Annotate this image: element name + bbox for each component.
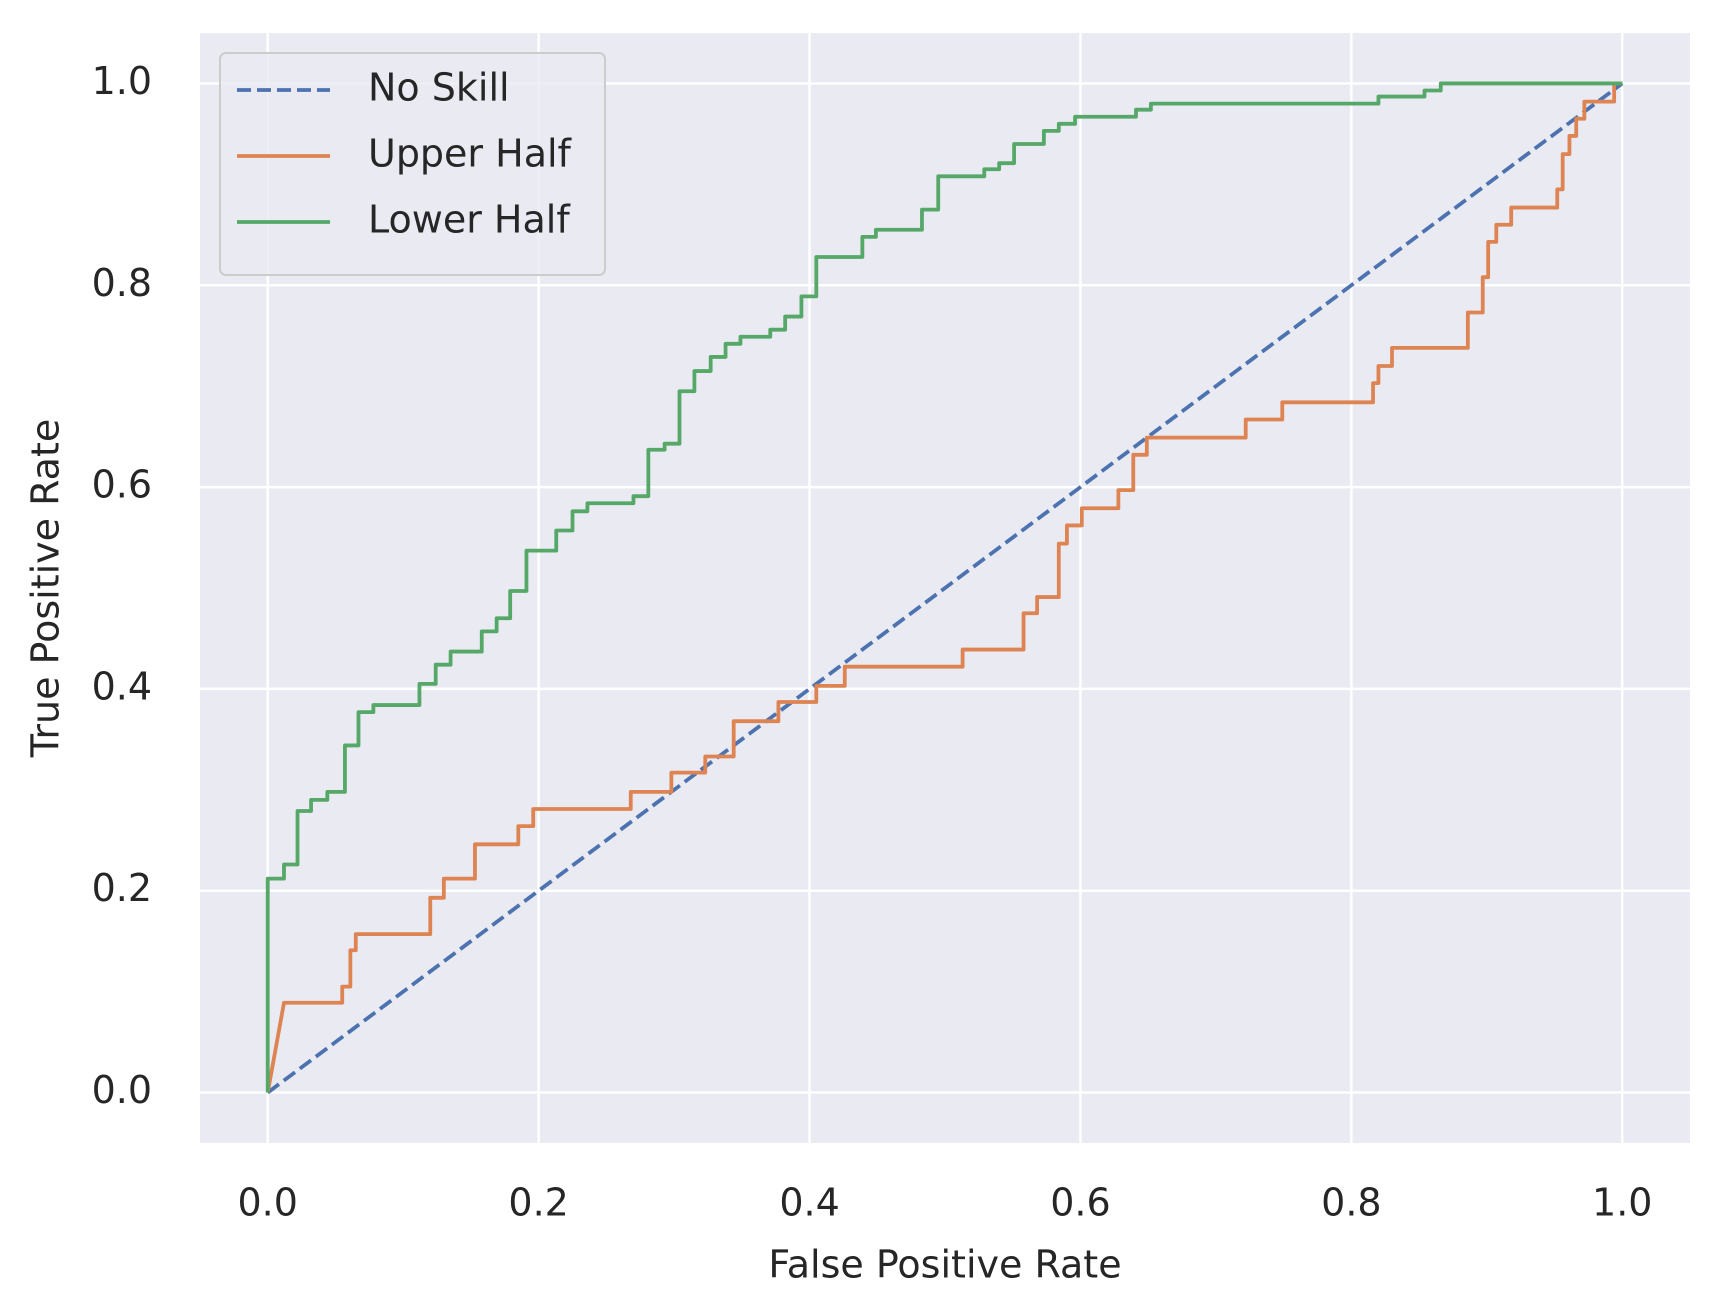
legend-label: No Skill [368,66,510,110]
x-tick-label: 0.0 [238,1181,298,1225]
x-tick-label: 0.2 [508,1181,568,1225]
y-tick-label: 1.0 [92,59,152,103]
series-line [266,81,1624,1095]
x-tick-label: 0.4 [779,1181,839,1225]
series-line [265,81,1623,1093]
x-axis-label: False Positive Rate [768,1243,1121,1287]
lines [265,81,1624,1095]
y-tick-label: 0.2 [92,866,152,910]
legend: No Skill Upper Half Lower Half [219,52,606,276]
y-axis-label: True Positive Rate [24,419,68,759]
ticks: 0.0 0.2 0.4 0.6 0.8 1.0 0.0 0.2 0.4 0.6 0.8 1.0 [92,59,1653,1225]
x-tick-label: 0.8 [1321,1181,1381,1225]
legend-box [219,52,606,276]
legend-label: Upper Half [368,132,573,176]
grid [200,33,1690,1143]
series-line [265,81,1623,1093]
x-tick-label: 1.0 [1592,1181,1652,1225]
y-tick-label: 0.6 [92,463,152,507]
y-tick-label: 0.0 [92,1068,152,1112]
legend-label: Lower Half [368,198,571,242]
x-tick-label: 0.6 [1050,1181,1110,1225]
y-tick-label: 0.8 [92,261,152,305]
y-tick-label: 0.4 [92,664,152,708]
